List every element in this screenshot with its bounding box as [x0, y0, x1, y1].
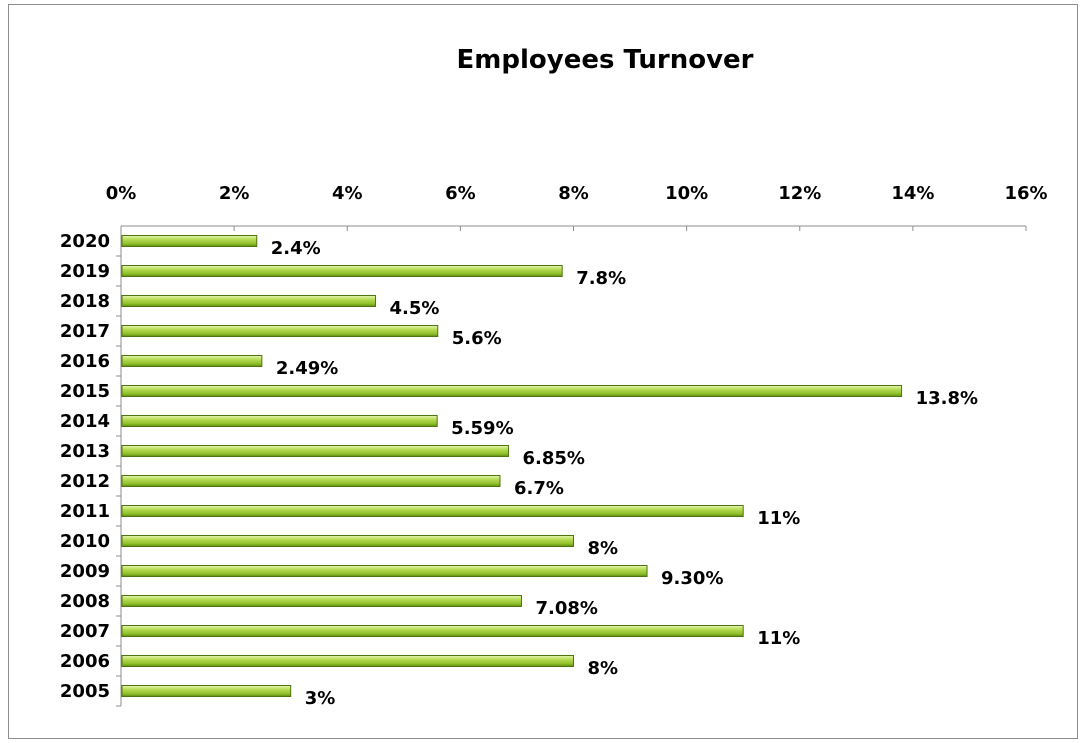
bar — [121, 415, 438, 427]
data-label: 6.85% — [522, 448, 584, 469]
data-label: 8% — [588, 538, 619, 559]
bar — [121, 625, 744, 637]
data-label: 2.49% — [276, 358, 338, 379]
bar — [121, 505, 744, 517]
data-label: 7.08% — [535, 598, 597, 619]
x-tick-label: 12% — [778, 183, 821, 204]
bar — [121, 595, 522, 607]
x-tick-label: 16% — [1004, 183, 1047, 204]
bar — [121, 475, 501, 487]
category-label: 2010 — [60, 531, 110, 552]
category-label: 2016 — [60, 351, 110, 372]
x-tick-label: 0% — [106, 183, 137, 204]
data-label: 4.5% — [390, 298, 440, 319]
category-label: 2013 — [60, 441, 110, 462]
bar — [121, 355, 263, 367]
category-label: 2006 — [60, 651, 110, 672]
category-label: 2012 — [60, 471, 110, 492]
data-label: 5.59% — [451, 418, 513, 439]
bar — [121, 325, 439, 337]
x-tick-label: 8% — [558, 183, 589, 204]
bar — [121, 535, 574, 547]
data-label: 3% — [305, 688, 336, 709]
category-label: 2005 — [60, 681, 110, 702]
bar — [121, 385, 903, 397]
category-label: 2011 — [60, 501, 110, 522]
category-label: 2014 — [60, 411, 110, 432]
y-axis: 2020 2019 2018 2017 2016 2015 2014 2013 2012 2011… — [60, 226, 122, 707]
x-tick-label: 10% — [665, 183, 708, 204]
data-labels: 2.4% 7.8% 4.5% 5.6% 2.49% 13.8% 5.59% 6.85% 6.7%… — [271, 238, 978, 709]
x-tick-label: 2% — [219, 183, 250, 204]
bar — [121, 565, 648, 577]
data-label: 9.30% — [661, 568, 723, 589]
data-label: 7.8% — [576, 268, 626, 289]
bar — [121, 265, 563, 277]
data-label: 11% — [757, 628, 800, 649]
category-label: 2008 — [60, 591, 110, 612]
x-tick-label: 6% — [445, 183, 476, 204]
bar — [121, 235, 258, 247]
chart-frame — [8, 4, 1078, 739]
bar — [121, 445, 509, 457]
data-label: 8% — [588, 658, 619, 679]
data-label: 13.8% — [916, 388, 978, 409]
data-label: 5.6% — [452, 328, 502, 349]
bar — [121, 655, 574, 667]
bar — [121, 295, 377, 307]
category-label: 2007 — [60, 621, 110, 642]
category-label: 2017 — [60, 321, 110, 342]
category-label: 2018 — [60, 291, 110, 312]
data-label: 2.4% — [271, 238, 321, 259]
category-label: 2009 — [60, 561, 110, 582]
chart-title: Employees Turnover — [457, 45, 754, 75]
x-axis: 0% 2% 4% 6% 8% 10% 12% 14% 16% — [106, 183, 1048, 231]
bar — [121, 685, 292, 697]
category-label: 2019 — [60, 261, 110, 282]
data-label: 11% — [757, 508, 800, 529]
x-tick-label: 14% — [891, 183, 934, 204]
data-label: 6.7% — [514, 478, 564, 499]
bars — [121, 235, 903, 697]
category-label: 2020 — [60, 231, 110, 252]
category-label: 2015 — [60, 381, 110, 402]
x-tick-label: 4% — [332, 183, 363, 204]
